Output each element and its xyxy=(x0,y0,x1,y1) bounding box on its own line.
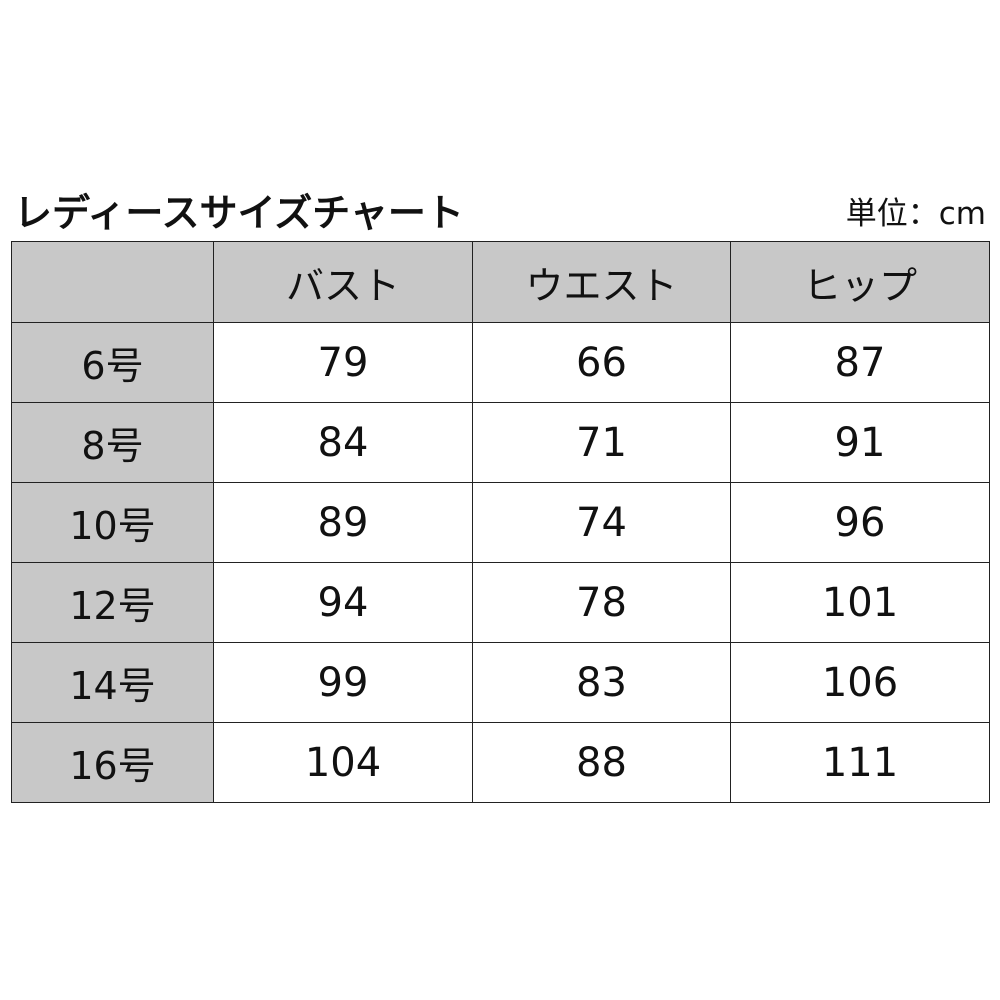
size-cell: 12号 xyxy=(11,562,214,643)
size-cell: 10号 xyxy=(11,482,214,563)
header-hip: ヒップ xyxy=(730,241,990,323)
bust-cell: 89 xyxy=(213,482,473,563)
table-row: 16号 104 88 111 xyxy=(11,722,990,803)
bust-cell: 104 xyxy=(213,722,473,803)
header-row: バスト ウエスト ヒップ xyxy=(11,241,990,323)
table-row: 10号 89 74 96 xyxy=(11,482,990,563)
hip-cell: 101 xyxy=(730,562,990,643)
size-cell: 16号 xyxy=(11,722,214,803)
header-bust: バスト xyxy=(213,241,473,323)
chart-title: レディースサイズチャート xyxy=(14,191,464,235)
table-row: 14号 99 83 106 xyxy=(11,642,990,723)
unit-label: 単位：cm xyxy=(845,196,986,232)
hip-cell: 87 xyxy=(730,322,990,403)
waist-cell: 78 xyxy=(472,562,731,643)
table-row: 6号 79 66 87 xyxy=(11,322,990,403)
bust-cell: 79 xyxy=(213,322,473,403)
waist-cell: 74 xyxy=(472,482,731,563)
bust-cell: 84 xyxy=(213,402,473,483)
header-waist: ウエスト xyxy=(472,241,731,323)
hip-cell: 106 xyxy=(730,642,990,723)
table-row: 12号 94 78 101 xyxy=(11,562,990,643)
size-cell: 8号 xyxy=(11,402,214,483)
waist-cell: 71 xyxy=(472,402,731,483)
size-cell: 6号 xyxy=(11,322,214,403)
hip-cell: 96 xyxy=(730,482,990,563)
waist-cell: 66 xyxy=(472,322,731,403)
size-cell: 14号 xyxy=(11,642,214,723)
bust-cell: 94 xyxy=(213,562,473,643)
size-table: バスト ウエスト ヒップ 6号 79 66 87 8号 84 71 91 10号 89 74 96 12… xyxy=(11,241,990,803)
header-corner xyxy=(11,241,214,323)
hip-cell: 111 xyxy=(730,722,990,803)
waist-cell: 83 xyxy=(472,642,731,723)
hip-cell: 91 xyxy=(730,402,990,483)
bust-cell: 99 xyxy=(213,642,473,723)
table-row: 8号 84 71 91 xyxy=(11,402,990,483)
waist-cell: 88 xyxy=(472,722,731,803)
